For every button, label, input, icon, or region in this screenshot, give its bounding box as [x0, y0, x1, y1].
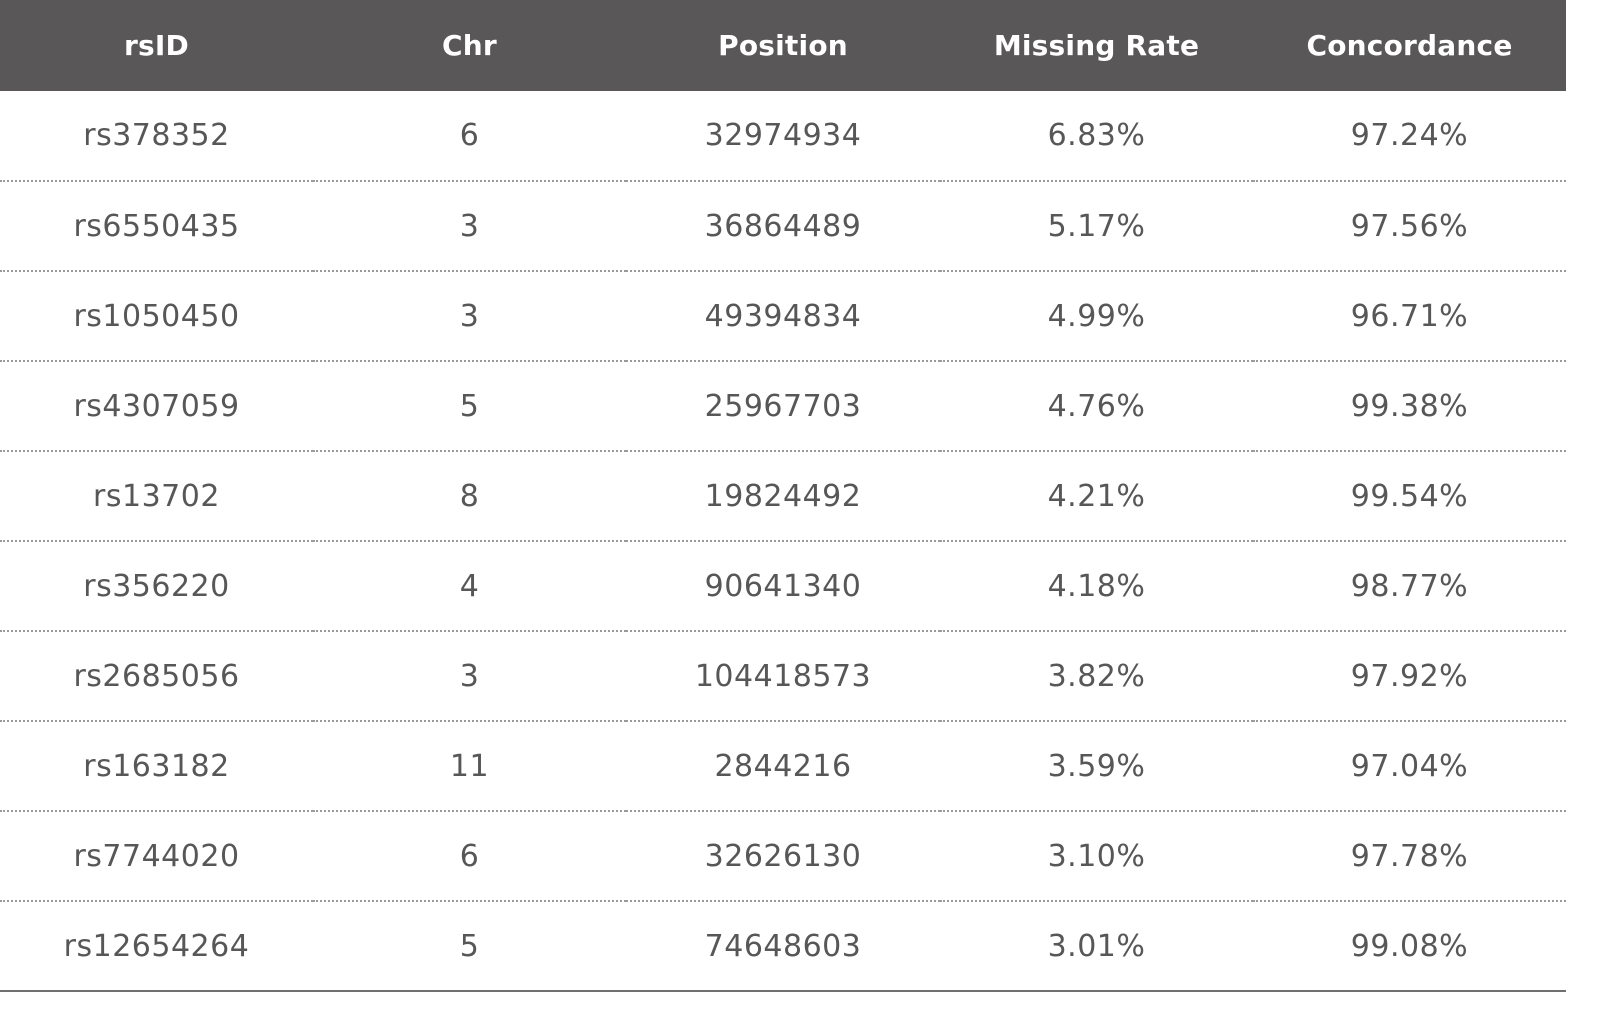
table-row: rs7744020 6 32626130 3.10% 97.78% [0, 811, 1566, 901]
cell-position: 90641340 [704, 568, 862, 604]
cell-chr: 3 [459, 658, 480, 694]
cell-missing-rate: 4.21% [1047, 478, 1146, 514]
cell-chr: 6 [459, 118, 480, 153]
table-row: rs378352 6 32974934 6.83% 97.24% [0, 91, 1566, 181]
cell-missing-rate: 4.76% [1047, 388, 1146, 424]
table-row: rs4307059 5 25967703 4.76% 99.38% [0, 361, 1566, 451]
cell-rsid: rs4307059 [73, 388, 240, 424]
table-row: rs6550435 3 36864489 5.17% 97.56% [0, 181, 1566, 271]
cell-position: 19824492 [704, 478, 862, 514]
cell-missing-rate: 5.17% [1047, 208, 1146, 244]
column-header-chr: Chr [442, 29, 497, 62]
cell-missing-rate: 3.59% [1047, 748, 1146, 784]
table-row: rs163182 11 2844216 3.59% 97.04% [0, 721, 1566, 811]
table-row: rs13702 8 19824492 4.21% 99.54% [0, 451, 1566, 541]
cell-position: 32626130 [704, 838, 862, 874]
table-row: rs2685056 3 104418573 3.82% 97.92% [0, 631, 1566, 721]
cell-missing-rate: 4.99% [1047, 298, 1146, 334]
cell-concordance: 98.77% [1350, 568, 1469, 604]
cell-chr: 6 [459, 838, 480, 874]
cell-concordance: 99.08% [1350, 928, 1469, 964]
column-header-rsid: rsID [124, 29, 189, 62]
table-body: rs378352 6 32974934 6.83% 97.24% rs65504… [0, 91, 1566, 991]
cell-rsid: rs13702 [93, 478, 220, 514]
cell-chr: 8 [459, 478, 480, 514]
cell-chr: 11 [449, 748, 490, 784]
column-header-position: Position [718, 29, 848, 62]
cell-missing-rate: 3.01% [1047, 928, 1146, 964]
column-header-concordance: Concordance [1306, 29, 1513, 62]
cell-position: 2844216 [714, 748, 852, 784]
cell-concordance: 97.78% [1350, 838, 1469, 874]
cell-rsid: rs7744020 [73, 838, 240, 874]
cell-position: 36864489 [704, 208, 862, 244]
column-header-missing-rate: Missing Rate [993, 29, 1200, 62]
cell-missing-rate: 4.18% [1047, 568, 1146, 604]
cell-position: 25967703 [704, 388, 862, 424]
table-row: rs1050450 3 49394834 4.99% 96.71% [0, 271, 1566, 361]
snp-table-container: rsID Chr Position Missing Rate Concordan… [0, 0, 1566, 991]
header-row: rsID Chr Position Missing Rate Concordan… [0, 0, 1566, 91]
cell-missing-rate: 3.10% [1047, 838, 1146, 874]
cell-position: 49394834 [704, 298, 862, 334]
cell-position: 104418573 [694, 658, 872, 694]
cell-rsid: rs1050450 [73, 298, 240, 334]
cell-concordance: 99.54% [1350, 478, 1469, 514]
cell-chr: 3 [459, 208, 480, 244]
cell-position: 74648603 [704, 928, 862, 964]
cell-chr: 5 [459, 388, 480, 424]
cell-concordance: 96.71% [1350, 298, 1469, 334]
snp-table: rsID Chr Position Missing Rate Concordan… [0, 0, 1566, 991]
cell-concordance: 97.56% [1350, 208, 1469, 244]
cell-rsid: rs6550435 [73, 208, 240, 244]
table-header: rsID Chr Position Missing Rate Concordan… [0, 0, 1566, 91]
cell-concordance: 99.38% [1350, 388, 1469, 424]
cell-chr: 4 [459, 568, 480, 604]
cell-missing-rate: 6.83% [1047, 118, 1146, 153]
cell-concordance: 97.92% [1350, 658, 1469, 694]
cell-position: 32974934 [704, 118, 862, 153]
cell-rsid: rs2685056 [73, 658, 240, 694]
table-row: rs356220 4 90641340 4.18% 98.77% [0, 541, 1566, 631]
cell-rsid: rs378352 [83, 118, 230, 153]
cell-chr: 3 [459, 298, 480, 334]
cell-concordance: 97.04% [1350, 748, 1469, 784]
cell-rsid: rs12654264 [63, 928, 250, 964]
table-row: rs12654264 5 74648603 3.01% 99.08% [0, 901, 1566, 991]
cell-chr: 5 [459, 928, 480, 964]
cell-rsid: rs163182 [83, 748, 230, 784]
cell-rsid: rs356220 [83, 568, 230, 604]
cell-concordance: 97.24% [1350, 118, 1469, 153]
cell-missing-rate: 3.82% [1047, 658, 1146, 694]
